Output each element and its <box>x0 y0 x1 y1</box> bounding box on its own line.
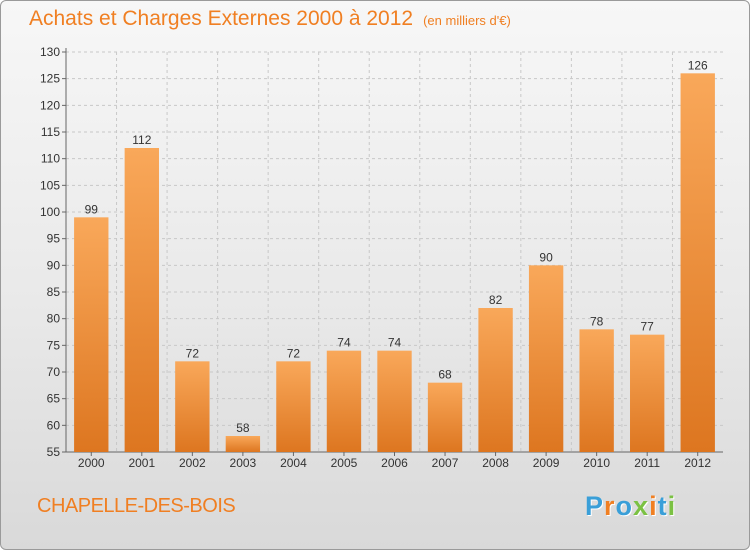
y-tick-label: 105 <box>40 178 60 192</box>
bar <box>326 350 362 452</box>
bar <box>225 436 261 452</box>
bar <box>276 361 311 452</box>
data-label: 72 <box>287 346 301 360</box>
y-tick-label: 95 <box>47 232 61 246</box>
y-tick-label: 90 <box>47 258 61 272</box>
logo-letter: i <box>649 491 658 521</box>
bar <box>124 148 159 452</box>
data-label: 82 <box>489 293 503 307</box>
logo-letter: o <box>615 491 634 521</box>
logo-letter: t <box>657 491 668 521</box>
x-tick-label: 2012 <box>684 456 711 470</box>
commune-name: CHAPELLE-DES-BOIS <box>37 495 236 517</box>
bar <box>74 217 109 452</box>
x-tick-label: 2003 <box>230 456 257 470</box>
x-tick-label: 2009 <box>533 456 560 470</box>
y-tick-label: 70 <box>47 365 61 379</box>
y-tick-label: 120 <box>40 98 60 112</box>
y-tick-label: 115 <box>41 125 60 139</box>
y-tick-label: 125 <box>40 72 60 86</box>
bar <box>478 308 513 452</box>
x-tick-label: 2001 <box>128 456 155 470</box>
y-tick-label: 60 <box>47 418 61 432</box>
y-tick-label: 130 <box>40 45 60 59</box>
x-tick-label: 2007 <box>432 456 459 470</box>
data-label: 90 <box>539 250 553 264</box>
logo-letter: r <box>604 491 616 521</box>
data-label: 77 <box>641 320 655 334</box>
y-tick-label: 65 <box>47 392 61 406</box>
bar <box>175 361 210 452</box>
data-label: 74 <box>388 336 402 350</box>
bar <box>630 334 665 452</box>
chart-title-text: Achats et Charges Externes 2000 à 2012 <box>29 7 414 30</box>
x-tick-label: 2006 <box>381 456 408 470</box>
x-tick-label: 2008 <box>482 456 509 470</box>
y-tick-label: 85 <box>47 285 61 299</box>
bar <box>579 329 614 452</box>
logo-letter: i <box>667 491 677 521</box>
chart-title: Achats et Charges Externes 2000 à 2012 (e… <box>29 7 511 31</box>
data-label: 72 <box>186 346 200 360</box>
proxiti-logo: Proxiti <box>585 491 676 523</box>
bar <box>377 350 412 452</box>
x-tick-label: 2004 <box>280 456 307 470</box>
y-tick-label: 100 <box>40 205 60 219</box>
x-tick-label: 2005 <box>331 456 358 470</box>
data-label: 74 <box>337 336 351 350</box>
x-tick-label: 2000 <box>78 456 105 470</box>
y-tick-label: 80 <box>47 312 61 326</box>
logo-letter: P <box>585 491 605 521</box>
x-tick-label: 2010 <box>583 456 610 470</box>
data-label: 99 <box>85 202 99 216</box>
axes: 55 60 65 70 75 80 85 90 95 100 105 110 115 120 125 130 <box>40 45 723 459</box>
chart-subtitle: (en milliers d'€) <box>423 13 511 28</box>
logo-letter: x <box>633 491 650 521</box>
bar <box>680 73 715 452</box>
data-label: 78 <box>590 314 604 328</box>
y-tick-label: 110 <box>41 152 60 166</box>
bars <box>74 73 715 452</box>
y-tick-label: 75 <box>47 338 61 352</box>
data-label: 68 <box>438 368 452 382</box>
labels: 99 2000 112 2001 72 2002 58 2003 72 2004 74 2005 74 2… <box>78 58 711 470</box>
data-label: 126 <box>688 58 708 72</box>
x-tick-label: 2011 <box>634 456 660 470</box>
bar <box>528 265 564 452</box>
y-tick-label: 55 <box>47 445 61 459</box>
data-label: 112 <box>132 133 151 147</box>
bar <box>427 382 463 452</box>
x-tick-label: 2002 <box>179 456 206 470</box>
data-label: 58 <box>236 421 250 435</box>
